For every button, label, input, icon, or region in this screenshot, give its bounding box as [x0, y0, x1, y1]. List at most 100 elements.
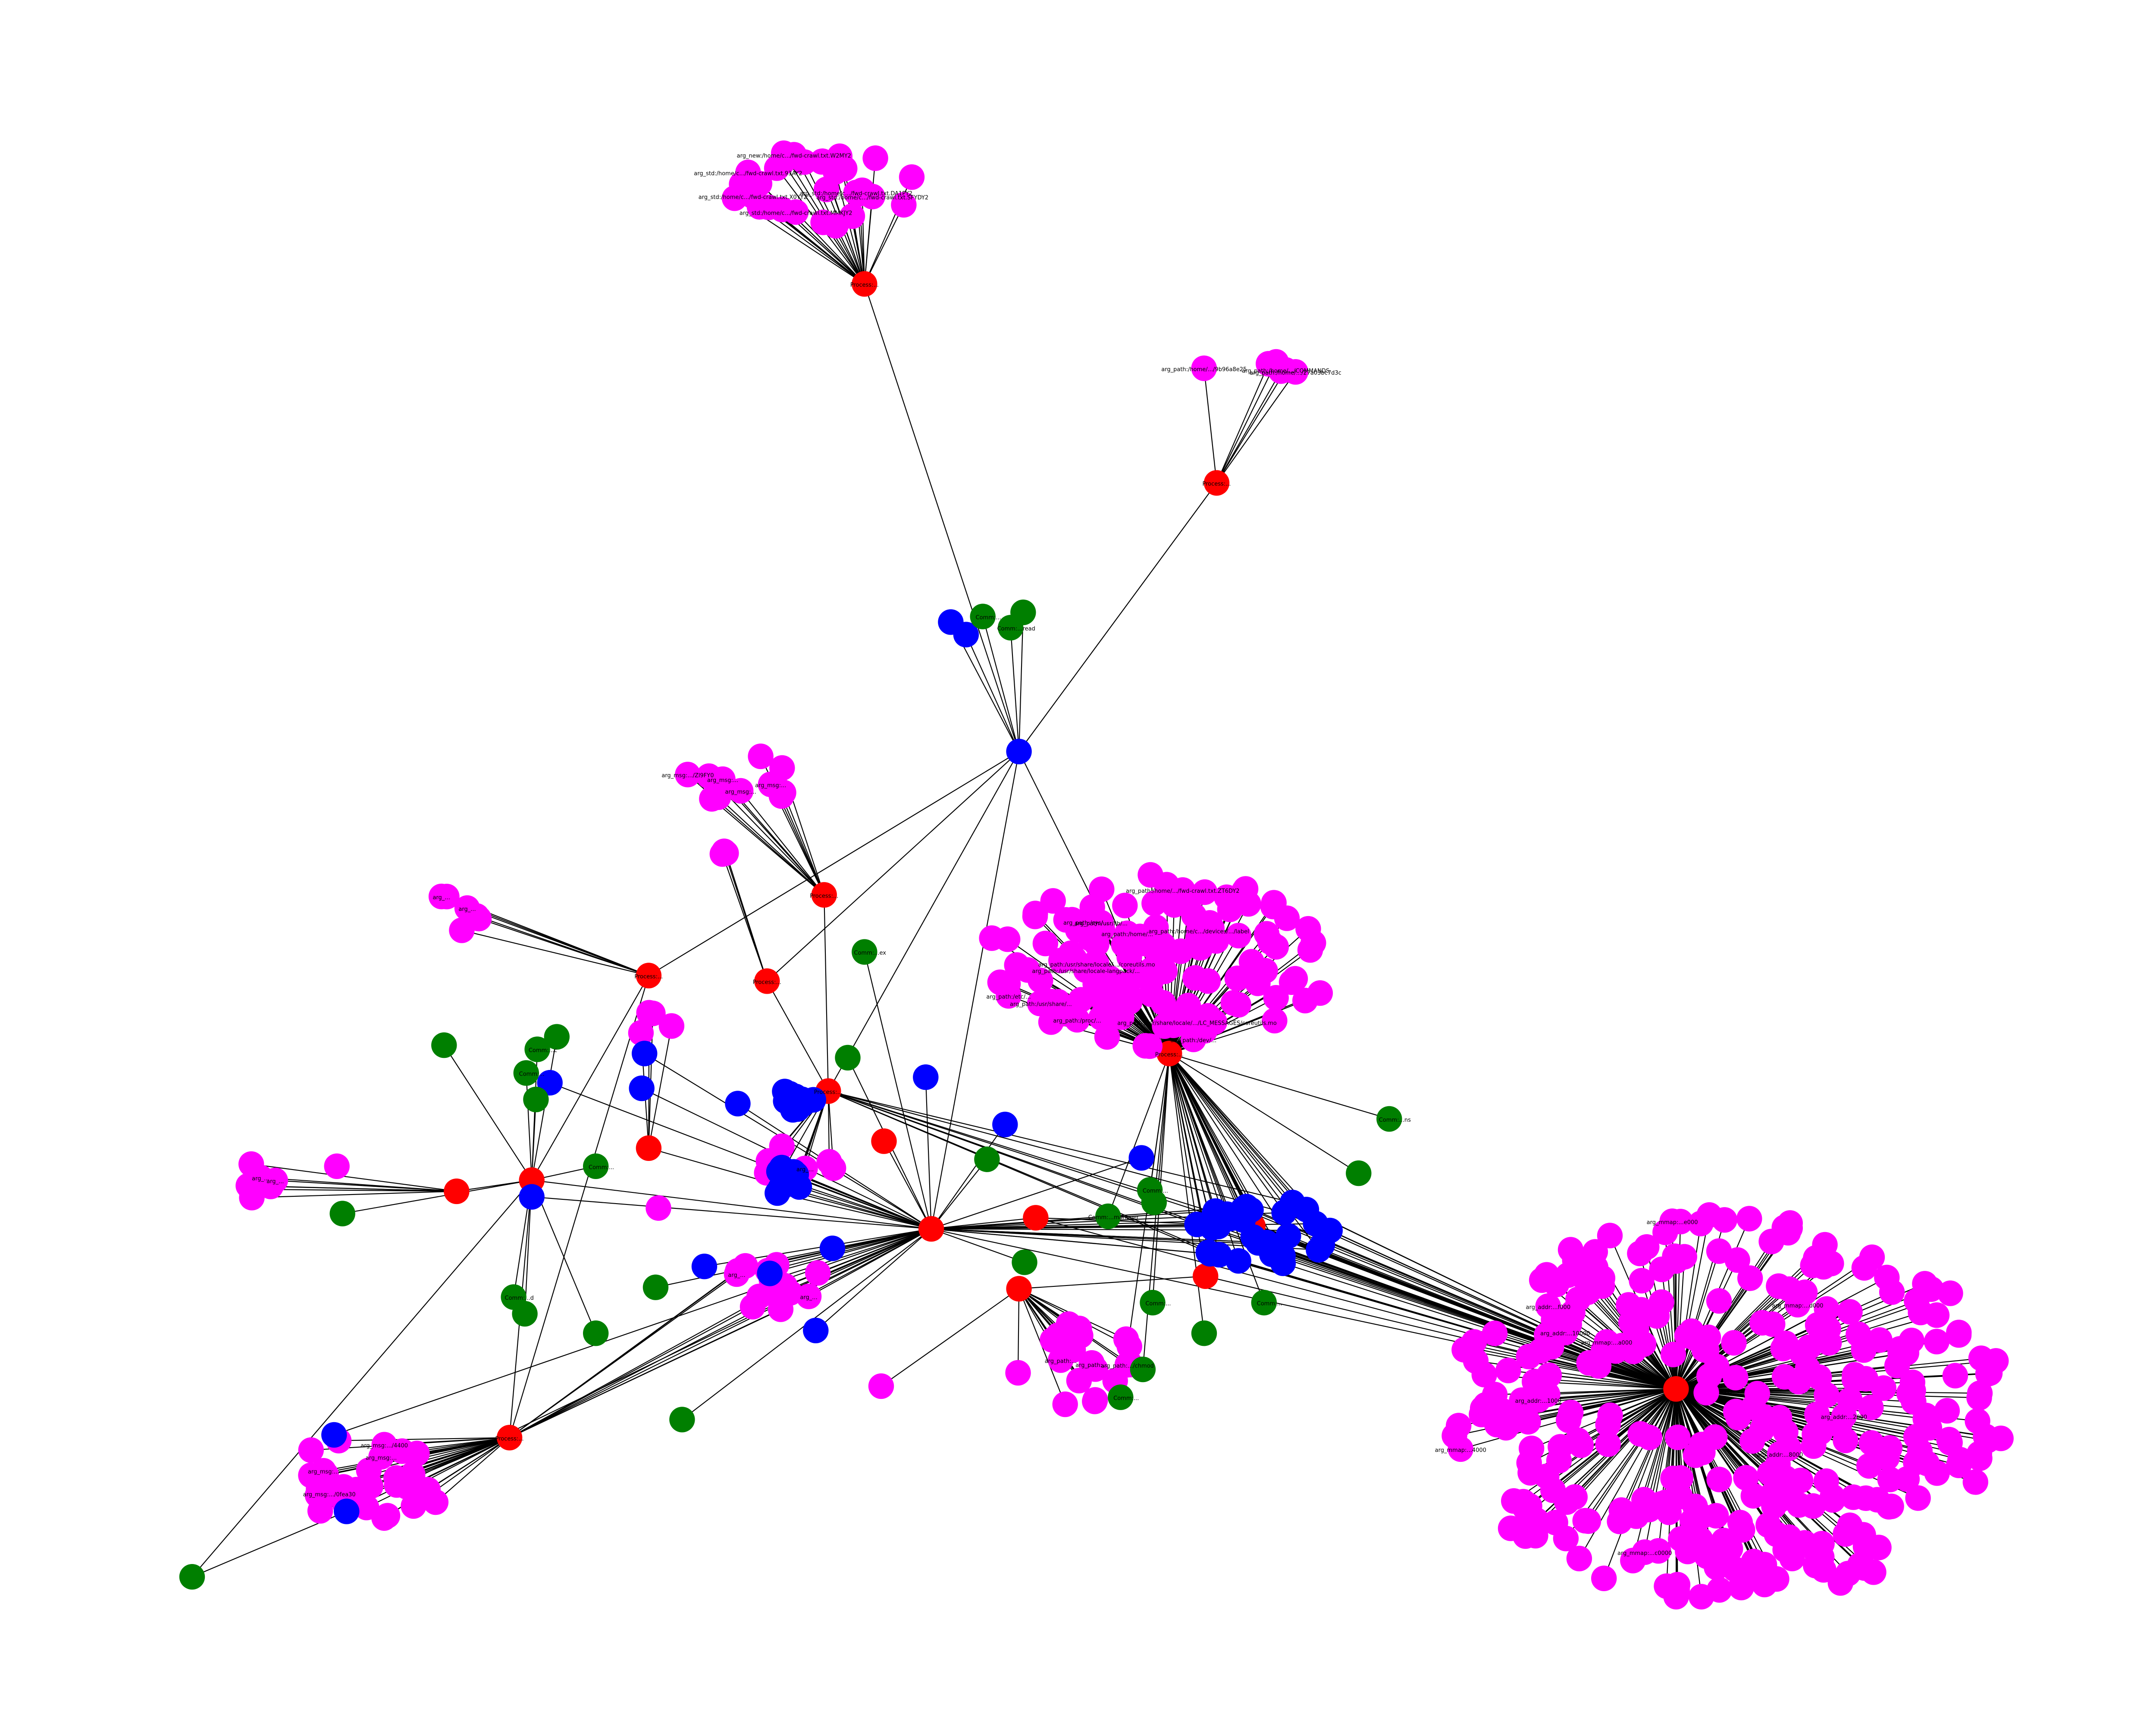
- c4-node: [1569, 1263, 1595, 1289]
- green-node-label: Comm:...: [1113, 1395, 1139, 1402]
- node-label: arg_path:/proc/...: [1053, 1018, 1101, 1024]
- green-node-label: Comm:...: [1145, 1301, 1171, 1307]
- edge: [1675, 1257, 1685, 1389]
- c3-node: [1127, 923, 1153, 949]
- c4-node: [1852, 1366, 1879, 1392]
- green-node: [512, 1301, 538, 1327]
- c4-node: [1664, 1572, 1691, 1598]
- c8-node: [805, 1260, 831, 1286]
- c4-node: [1629, 1268, 1655, 1294]
- green-node: [1346, 1160, 1372, 1186]
- c5-node: [748, 743, 774, 770]
- c4-node: [1627, 1421, 1653, 1447]
- c4-node: [1833, 1427, 1858, 1453]
- node-label: arg_path:/home/.../fwd-crawl.txt.ZT6DY2: [1126, 888, 1240, 895]
- edge: [1603, 1389, 1677, 1579]
- node-label: arg_std:/home/c.../fwd-crawl.txt.SFYDY2: [816, 195, 928, 201]
- c3-node: [1153, 872, 1180, 898]
- node-label: arg_msg:.../Zl9FY0: [661, 773, 714, 779]
- c4-node: [1749, 1310, 1775, 1336]
- edge: [1464, 1349, 1677, 1389]
- c3-node: [1297, 937, 1323, 963]
- c3-node: [1292, 988, 1318, 1014]
- c4-node: [1539, 1334, 1564, 1360]
- c7-node: [357, 1473, 384, 1499]
- edge: [1644, 1389, 1677, 1552]
- green-node: [970, 604, 996, 629]
- edge: [931, 1228, 1025, 1263]
- c4-node: [1554, 1489, 1580, 1515]
- c4-node: [1792, 1279, 1818, 1305]
- c4-node: [1495, 1358, 1521, 1383]
- c3-node: [1238, 949, 1265, 975]
- edge: [783, 792, 825, 895]
- node-label: arg_path:/home/.../COMMANDS: [1242, 368, 1329, 375]
- c6-node: [1052, 1391, 1078, 1417]
- node-label: arg_path:/usr/lib/...: [1075, 921, 1128, 927]
- c5-node: [699, 786, 725, 812]
- edge: [509, 1296, 809, 1438]
- edge: [1169, 1053, 1359, 1174]
- c4-node: [1803, 1245, 1829, 1271]
- edge: [1566, 1389, 1677, 1503]
- node-label: arg_new:/home/c.../fwd-crawl.txt.W2MY2: [737, 153, 851, 159]
- c4-node: [1721, 1330, 1747, 1356]
- edge: [828, 1090, 1285, 1213]
- c3-node: [1195, 968, 1221, 994]
- red-node-label: Process:...: [753, 979, 781, 985]
- edge: [1661, 1269, 1677, 1389]
- c3-node: [1225, 992, 1251, 1018]
- node-label: arg_addr:...10000: [1540, 1331, 1590, 1337]
- c4-node: [1975, 1361, 2001, 1387]
- c4-node: [1576, 1350, 1602, 1376]
- c4-node: [1509, 1387, 1535, 1413]
- c3-node: [1245, 970, 1271, 996]
- c4-node: [1572, 1508, 1598, 1534]
- c4-node: [1607, 1508, 1633, 1534]
- c1-node: [891, 192, 917, 218]
- edge: [191, 1179, 533, 1577]
- edge: [509, 975, 649, 1438]
- green-node: [1376, 1106, 1402, 1132]
- node-label: arg_addr:...8000: [1757, 1452, 1803, 1458]
- edge: [648, 751, 1019, 976]
- node-label: arg_path:/home/.../27a03bc7d3c: [1250, 370, 1341, 376]
- c4-node: [1679, 1518, 1705, 1545]
- c4-node: [1529, 1267, 1555, 1293]
- node-label: arg_msg:...: [755, 782, 786, 789]
- c3-node: [1181, 1026, 1206, 1052]
- edge: [509, 1228, 932, 1438]
- node-label: arg_...: [800, 1295, 817, 1301]
- edge: [931, 1157, 1142, 1229]
- c4-node: [1937, 1280, 1963, 1306]
- c3-node: [1177, 885, 1203, 911]
- node-label: arg_path:/sys/...: [1063, 920, 1108, 926]
- green-node: [852, 939, 877, 965]
- node-label: arg_...: [728, 1272, 745, 1279]
- c3-node: [1081, 951, 1107, 977]
- edge: [864, 951, 932, 1229]
- blue-node: [1006, 738, 1032, 765]
- node-label: arg_path:/usr/share/locale/.../coreutils…: [1038, 962, 1155, 968]
- edge: [509, 1285, 785, 1438]
- c4-node: [1688, 1584, 1714, 1610]
- c4-node: [1786, 1492, 1812, 1518]
- blue-node: [769, 1154, 795, 1181]
- red-node: [1156, 1041, 1182, 1067]
- red-node-label: Process:...: [810, 893, 838, 899]
- edge: [931, 1159, 987, 1229]
- edge: [815, 1228, 932, 1331]
- c4-node: [1558, 1399, 1584, 1426]
- c4-node: [1690, 1439, 1716, 1465]
- node-label: arg_...: [432, 895, 450, 901]
- edge: [509, 1270, 738, 1438]
- c3-node: [1089, 916, 1116, 942]
- c4-node: [1662, 1243, 1688, 1269]
- edge: [1169, 1053, 1293, 1203]
- c3-node: [1028, 967, 1053, 993]
- c4-node: [1448, 1436, 1473, 1462]
- blue-node: [1201, 1201, 1228, 1226]
- node-label: arg_addr:...f000: [1526, 1304, 1571, 1311]
- c4-node: [1535, 1381, 1561, 1408]
- blue-node: [757, 1261, 783, 1286]
